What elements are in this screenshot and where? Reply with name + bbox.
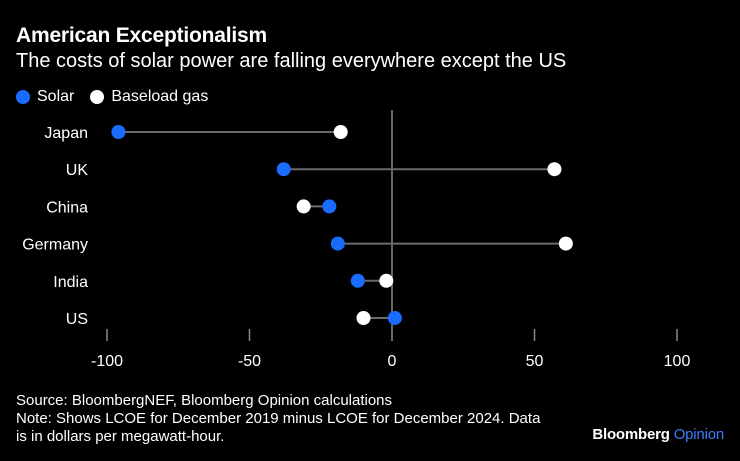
gas-dot-china <box>296 199 311 214</box>
legend-label-solar: Solar <box>37 88 75 105</box>
footer: Source: BloombergNEF, Bloomberg Opinion … <box>16 392 540 446</box>
legend-item-gas: Baseload gas <box>90 88 208 106</box>
chart-subtitle: The costs of solar power are falling eve… <box>16 50 567 72</box>
gas-dot-germany <box>558 236 573 251</box>
row-label-germany: Germany <box>22 237 88 254</box>
row-label-uk: UK <box>66 162 89 179</box>
gas-dot-uk <box>547 162 562 177</box>
solar-dot-uk <box>276 162 291 177</box>
row-label-india: India <box>53 274 88 291</box>
x-tick-label-3: 50 <box>526 353 544 370</box>
x-tick-label-0: -100 <box>91 353 123 370</box>
legend-label-gas: Baseload gas <box>111 88 209 105</box>
gas-dot-japan <box>333 125 348 139</box>
row-label-china: China <box>46 199 88 216</box>
row-label-japan: Japan <box>44 125 88 142</box>
bloomberg-opinion-logo: Bloomberg Opinion <box>592 426 724 443</box>
x-tick-label-1: -50 <box>238 353 261 370</box>
legend: Solar Baseload gas <box>16 88 224 106</box>
note-text-line2: is in dollars per megawatt-hour. <box>16 428 225 445</box>
solar-dot-india <box>350 273 365 288</box>
legend-swatch-solar <box>16 90 30 104</box>
gas-dot-india <box>379 273 394 288</box>
source-text: Source: BloombergNEF, Bloomberg Opinion … <box>16 392 393 409</box>
solar-dot-china <box>322 199 337 214</box>
note-text-line1: Note: Shows LCOE for December 2019 minus… <box>16 410 541 427</box>
brand-name: Bloomberg <box>592 426 670 443</box>
solar-dot-us <box>387 311 402 325</box>
gas-dot-us <box>356 311 371 325</box>
solar-dot-japan <box>111 125 126 139</box>
row-label-us: US <box>66 311 88 328</box>
brand-suffix: Opinion <box>673 426 725 443</box>
chart-title: American Exceptionalism <box>16 24 267 47</box>
solar-dot-germany <box>330 236 345 251</box>
legend-swatch-gas <box>90 90 105 104</box>
x-tick-label-4: 100 <box>664 353 691 370</box>
legend-item-solar: Solar <box>16 88 74 106</box>
x-tick-label-2: 0 <box>388 353 397 370</box>
